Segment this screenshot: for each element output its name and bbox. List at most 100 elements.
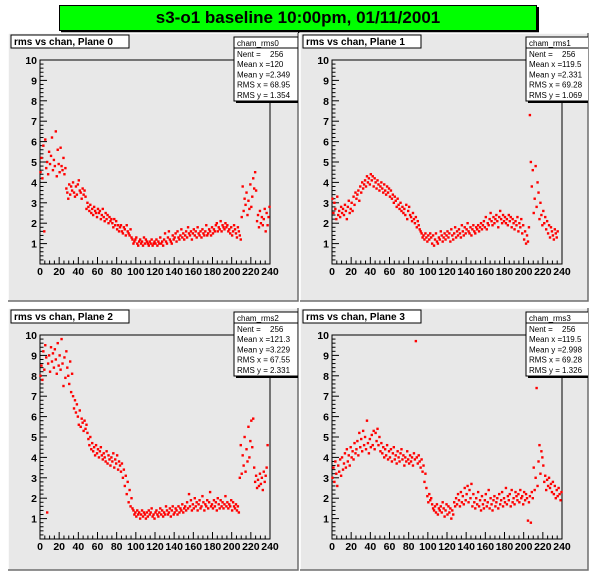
data-point — [200, 505, 203, 508]
data-point — [340, 456, 344, 459]
data-point — [183, 505, 187, 508]
data-point — [225, 505, 228, 508]
data-point — [545, 219, 549, 223]
data-point — [144, 238, 148, 241]
data-point — [473, 501, 476, 504]
data-point — [143, 513, 147, 516]
data-point — [536, 484, 539, 488]
pad-title-frame — [10, 34, 130, 49]
data-point — [383, 189, 387, 192]
data-point — [52, 158, 56, 162]
data-point — [354, 452, 357, 455]
data-point — [411, 464, 415, 467]
stats-value: 119.5 — [562, 335, 582, 344]
data-point — [156, 513, 159, 516]
data-points — [331, 113, 559, 247]
data-point — [251, 446, 254, 449]
data-point — [73, 399, 77, 402]
data-point — [150, 238, 153, 241]
data-point — [452, 513, 455, 516]
data-point — [494, 217, 497, 221]
data-point — [444, 509, 447, 512]
x-tick-label: 180 — [204, 266, 222, 278]
data-point — [170, 509, 173, 512]
data-point — [160, 242, 163, 245]
x-tick-label: 180 — [496, 266, 514, 278]
data-point — [333, 201, 336, 204]
data-point — [268, 205, 271, 209]
data-point — [374, 431, 377, 435]
data-point — [45, 166, 48, 170]
data-point — [523, 230, 527, 233]
data-point — [167, 230, 171, 233]
data-point — [72, 407, 76, 410]
data-point — [115, 454, 119, 457]
data-point — [438, 238, 442, 241]
data-point — [242, 464, 245, 467]
data-point — [469, 226, 472, 229]
data-point — [41, 177, 44, 180]
data-point — [551, 480, 555, 484]
data-point — [513, 228, 516, 231]
data-point — [393, 458, 396, 461]
data-point — [429, 497, 433, 500]
x-tick-label: 240 — [553, 266, 571, 278]
y-tick-label: 8 — [323, 371, 329, 383]
x-tick-label: 60 — [92, 266, 104, 278]
y-tick-label: 2 — [323, 493, 329, 505]
data-point — [255, 486, 259, 490]
data-point — [245, 191, 248, 194]
data-point — [126, 230, 129, 233]
data-point — [508, 219, 511, 223]
data-point — [405, 203, 408, 207]
data-point — [406, 209, 410, 213]
data-point — [119, 470, 123, 473]
data-point — [219, 499, 222, 502]
data-point — [529, 160, 533, 164]
data-point — [501, 505, 505, 508]
data-point — [178, 238, 181, 241]
data-point — [432, 509, 436, 512]
data-point — [383, 456, 386, 459]
data-point — [206, 499, 209, 502]
data-point — [47, 354, 51, 357]
data-point — [256, 213, 260, 217]
data-point — [537, 460, 540, 463]
data-point — [259, 482, 263, 486]
data-point — [479, 509, 483, 512]
data-point — [56, 148, 59, 151]
stats-value: 1.069 — [562, 91, 583, 100]
data-point — [190, 238, 194, 241]
data-point — [139, 242, 143, 245]
data-point — [531, 497, 534, 500]
data-point — [196, 226, 199, 229]
data-point — [59, 368, 62, 371]
data-point — [436, 513, 440, 516]
data-point — [240, 215, 243, 219]
data-point — [341, 468, 345, 471]
data-point — [246, 460, 249, 463]
data-point — [91, 207, 94, 211]
data-point — [149, 511, 152, 514]
data-point — [197, 503, 200, 506]
stats-value: 68.95 — [270, 81, 291, 90]
data-point — [155, 238, 158, 241]
data-point — [173, 236, 176, 239]
stats-value: 2.331 — [562, 70, 583, 79]
data-point — [379, 185, 382, 188]
pad-title-box: rms vs chan, Plane 0 — [10, 34, 130, 49]
x-tick-label: 100 — [127, 541, 145, 553]
data-point — [42, 350, 45, 353]
data-point — [458, 232, 462, 235]
data-point — [473, 230, 476, 233]
data-point — [510, 226, 513, 229]
data-point — [506, 494, 510, 498]
data-point — [214, 501, 218, 504]
plot-frame — [331, 59, 563, 265]
data-point — [257, 484, 261, 488]
data-point — [373, 448, 376, 451]
data-point — [476, 490, 480, 494]
data-point — [395, 205, 398, 209]
data-point — [390, 460, 394, 463]
data-point — [342, 213, 346, 217]
